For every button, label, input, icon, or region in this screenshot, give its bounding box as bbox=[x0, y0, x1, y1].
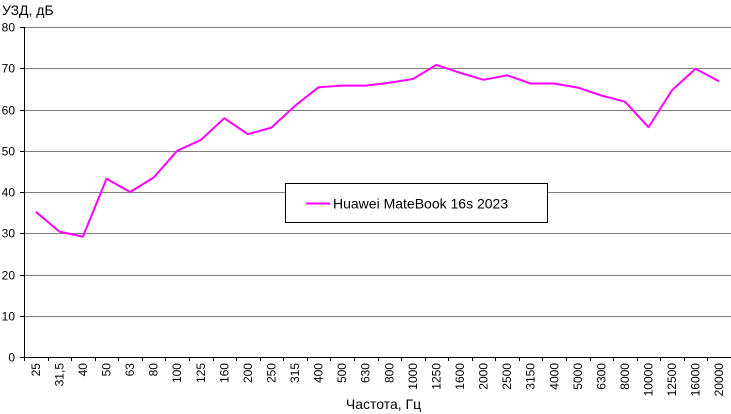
legend: Huawei MateBook 16s 2023 bbox=[285, 183, 548, 223]
grid-lines bbox=[24, 27, 731, 317]
x-tick-label: 160 bbox=[217, 363, 231, 383]
x-axis-title: Частота, Гц bbox=[346, 396, 421, 412]
y-tick-label: 20 bbox=[2, 269, 16, 283]
x-tick-label: 1000 bbox=[406, 363, 420, 390]
x-tick-label: 31,5 bbox=[52, 363, 66, 387]
x-tick-label: 6300 bbox=[594, 363, 608, 390]
x-tick-label: 2500 bbox=[500, 363, 514, 390]
x-tick-label: 1250 bbox=[429, 363, 443, 390]
y-tick-labels: 0 10 20 30 40 50 60 70 80 bbox=[2, 21, 16, 365]
x-tick-label: 20000 bbox=[712, 363, 726, 397]
x-tick-label: 3150 bbox=[524, 363, 538, 390]
y-tick-label: 50 bbox=[2, 145, 16, 159]
x-tick-label: 1600 bbox=[453, 363, 467, 390]
y-tick-label: 60 bbox=[2, 104, 16, 118]
y-tick-label: 10 bbox=[2, 310, 16, 324]
x-tick-label: 10000 bbox=[642, 363, 656, 397]
series-lines bbox=[35, 63, 720, 238]
x-tick-label: 125 bbox=[194, 363, 208, 383]
y-tick-label: 70 bbox=[2, 62, 16, 76]
x-tick-label: 25 bbox=[29, 363, 43, 377]
axes bbox=[20, 27, 731, 361]
legend-label: Huawei MateBook 16s 2023 bbox=[333, 196, 508, 212]
y-tick-label: 30 bbox=[2, 227, 16, 241]
x-tick-label: 5000 bbox=[571, 363, 585, 390]
series-line bbox=[35, 63, 720, 238]
x-tick-label: 80 bbox=[147, 363, 161, 377]
x-tick-label: 315 bbox=[288, 363, 302, 383]
y-axis-title: УЗД, дБ bbox=[2, 2, 54, 18]
y-tick-label: 80 bbox=[2, 21, 16, 35]
x-tick-label: 500 bbox=[335, 363, 349, 383]
x-tick-label: 400 bbox=[312, 363, 326, 383]
x-tick-label: 8000 bbox=[618, 363, 632, 390]
y-tick-label: 40 bbox=[2, 186, 16, 200]
x-tick-label: 800 bbox=[382, 363, 396, 383]
x-tick-label: 63 bbox=[123, 363, 137, 377]
x-tick-label: 630 bbox=[359, 363, 373, 383]
x-tick-label: 100 bbox=[170, 363, 184, 383]
x-tick-label: 4000 bbox=[547, 363, 561, 390]
x-tick-label: 250 bbox=[264, 363, 278, 383]
y-tick-label: 0 bbox=[8, 351, 15, 365]
x-tick-label: 50 bbox=[99, 363, 113, 377]
x-tick-label: 16000 bbox=[689, 363, 703, 397]
x-tick-label: 12500 bbox=[665, 363, 679, 397]
x-tick-label: 40 bbox=[76, 363, 90, 377]
x-tick-label: 2000 bbox=[477, 363, 491, 390]
x-tick-labels: 25 31,5 40 50 63 80 100 125 160 200 250 315 400 500 63… bbox=[29, 363, 726, 397]
x-tick-label: 200 bbox=[241, 363, 255, 383]
